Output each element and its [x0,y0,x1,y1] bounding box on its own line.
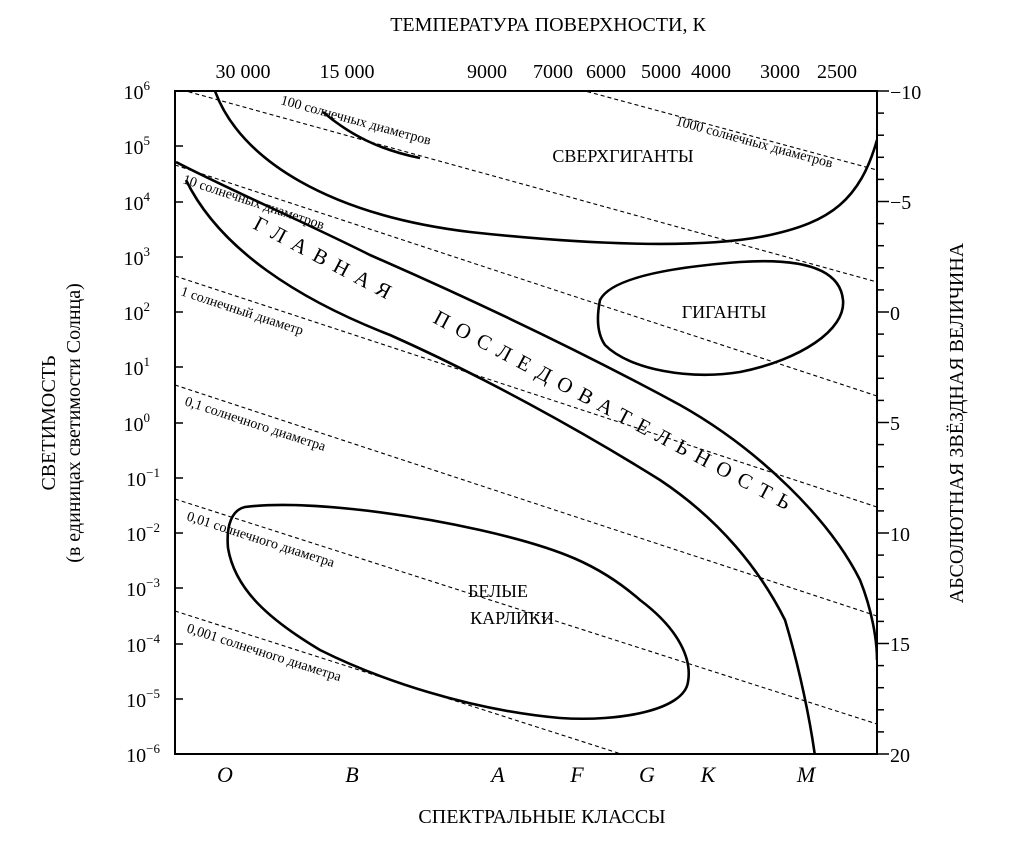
lum-tick-label: 10−1 [126,465,160,491]
lum-tick-label: 102 [124,299,151,325]
supergiants-curve [213,92,876,246]
main-sequence-upper [176,160,876,661]
temp-tick-label: 9000 [467,61,507,83]
supergiants-upper-arc [322,111,421,160]
iso-label-0.01: 0,01 солнечного диаметра [185,510,337,572]
lum-tick-label: 103 [124,244,151,270]
iso-label-0.001: 0,001 солнечного диаметра [185,622,344,686]
temp-tick-label: 4000 [691,61,731,83]
lum-tick-label: 10−4 [126,631,160,657]
bottom-axis-title: СПЕКТРАЛЬНЫЕ КЛАССЫ [418,806,665,828]
lum-tick-label: 10−2 [126,520,160,546]
iso-line-0.01 [176,498,876,725]
mag-tick-label: −10 [890,82,921,104]
spectral-class-label: K [700,762,717,787]
main-sequence-lower [184,179,816,753]
luminosity-tick-labels: 106 105 104 103 102 101 100 10−1 10−2 10… [124,78,161,767]
iso-label-1: 1 солнечный диаметр [179,285,305,339]
magnitude-tick-labels: −10 −5 0 5 10 15 20 [890,82,921,767]
iso-radius-lines [176,92,876,753]
top-axis-title: ТЕМПЕРАТУРА ПОВЕРХНОСТИ, К [390,14,706,36]
temp-tick-label: 5000 [641,61,681,83]
region-supergiants: СВЕРХГИГАНТЫ [552,146,694,166]
temp-tick-label: 3000 [760,61,800,83]
mag-tick-label: −5 [890,192,911,214]
spectral-class-label: M [796,762,817,787]
iso-line-100 [187,92,876,283]
left-axis-title: СВЕТИМОСТЬ [38,355,60,490]
lum-tick-label: 105 [124,133,151,159]
mag-tick-label: 10 [890,524,910,546]
temp-tick-label: 7000 [533,61,573,83]
lum-tick-label: 100 [124,410,151,436]
spectral-class-label: O [217,762,233,787]
iso-label-100: 100 солнечных диаметров [279,93,433,149]
lum-tick-label: 101 [124,354,151,380]
temp-tick-label: 6000 [586,61,626,83]
left-ticks [175,90,183,700]
spectral-class-label: A [489,762,505,787]
temp-tick-label: 15 000 [320,61,375,83]
spectral-class-labels: O B A F G K M [217,762,817,787]
left-axis-subtitle: (в единицах светимости Солнца) [63,283,85,563]
lum-tick-label: 104 [124,189,151,215]
iso-label-0.1: 0,1 солнечного диаметра [183,395,328,455]
right-ticks [877,90,889,755]
plot-area: 1000 солнечных диаметров 100 солнечных д… [176,92,876,753]
lum-tick-label: 10−5 [126,686,160,712]
right-axis-title: АБСОЛЮТНАЯ ЗВЁЗДНАЯ ВЕЛИЧИНА [945,242,968,603]
region-white-dwarfs-line2: КАРЛИКИ [470,608,554,628]
temperature-ticks: 30 000 15 000 9000 7000 6000 5000 4000 3… [216,61,858,83]
spectral-class-label: G [639,762,655,787]
lum-tick-label: 106 [124,78,151,104]
lum-tick-label: 10−6 [126,741,160,767]
white-dwarfs-loop [226,503,690,721]
iso-label-1000: 1000 солнечных диаметров [674,114,835,171]
lum-tick-label: 10−3 [126,575,160,601]
mag-tick-label: 20 [890,745,910,767]
mag-tick-label: 15 [890,634,910,656]
temp-tick-label: 30 000 [216,61,271,83]
region-white-dwarfs-line1: БЕЛЫЕ [468,581,528,601]
giants-loop [596,259,845,376]
spectral-class-label: F [569,762,584,787]
mag-tick-label: 5 [890,413,900,435]
spectral-class-label: B [345,762,358,787]
region-main-sequence-part2: ПОСЛЕДОВАТЕЛЬНОСТЬ [430,305,803,519]
temp-tick-label: 2500 [817,61,857,83]
mag-tick-label: 0 [890,303,900,325]
iso-line-0.001 [176,610,620,753]
region-giants: ГИГАНТЫ [682,302,767,322]
